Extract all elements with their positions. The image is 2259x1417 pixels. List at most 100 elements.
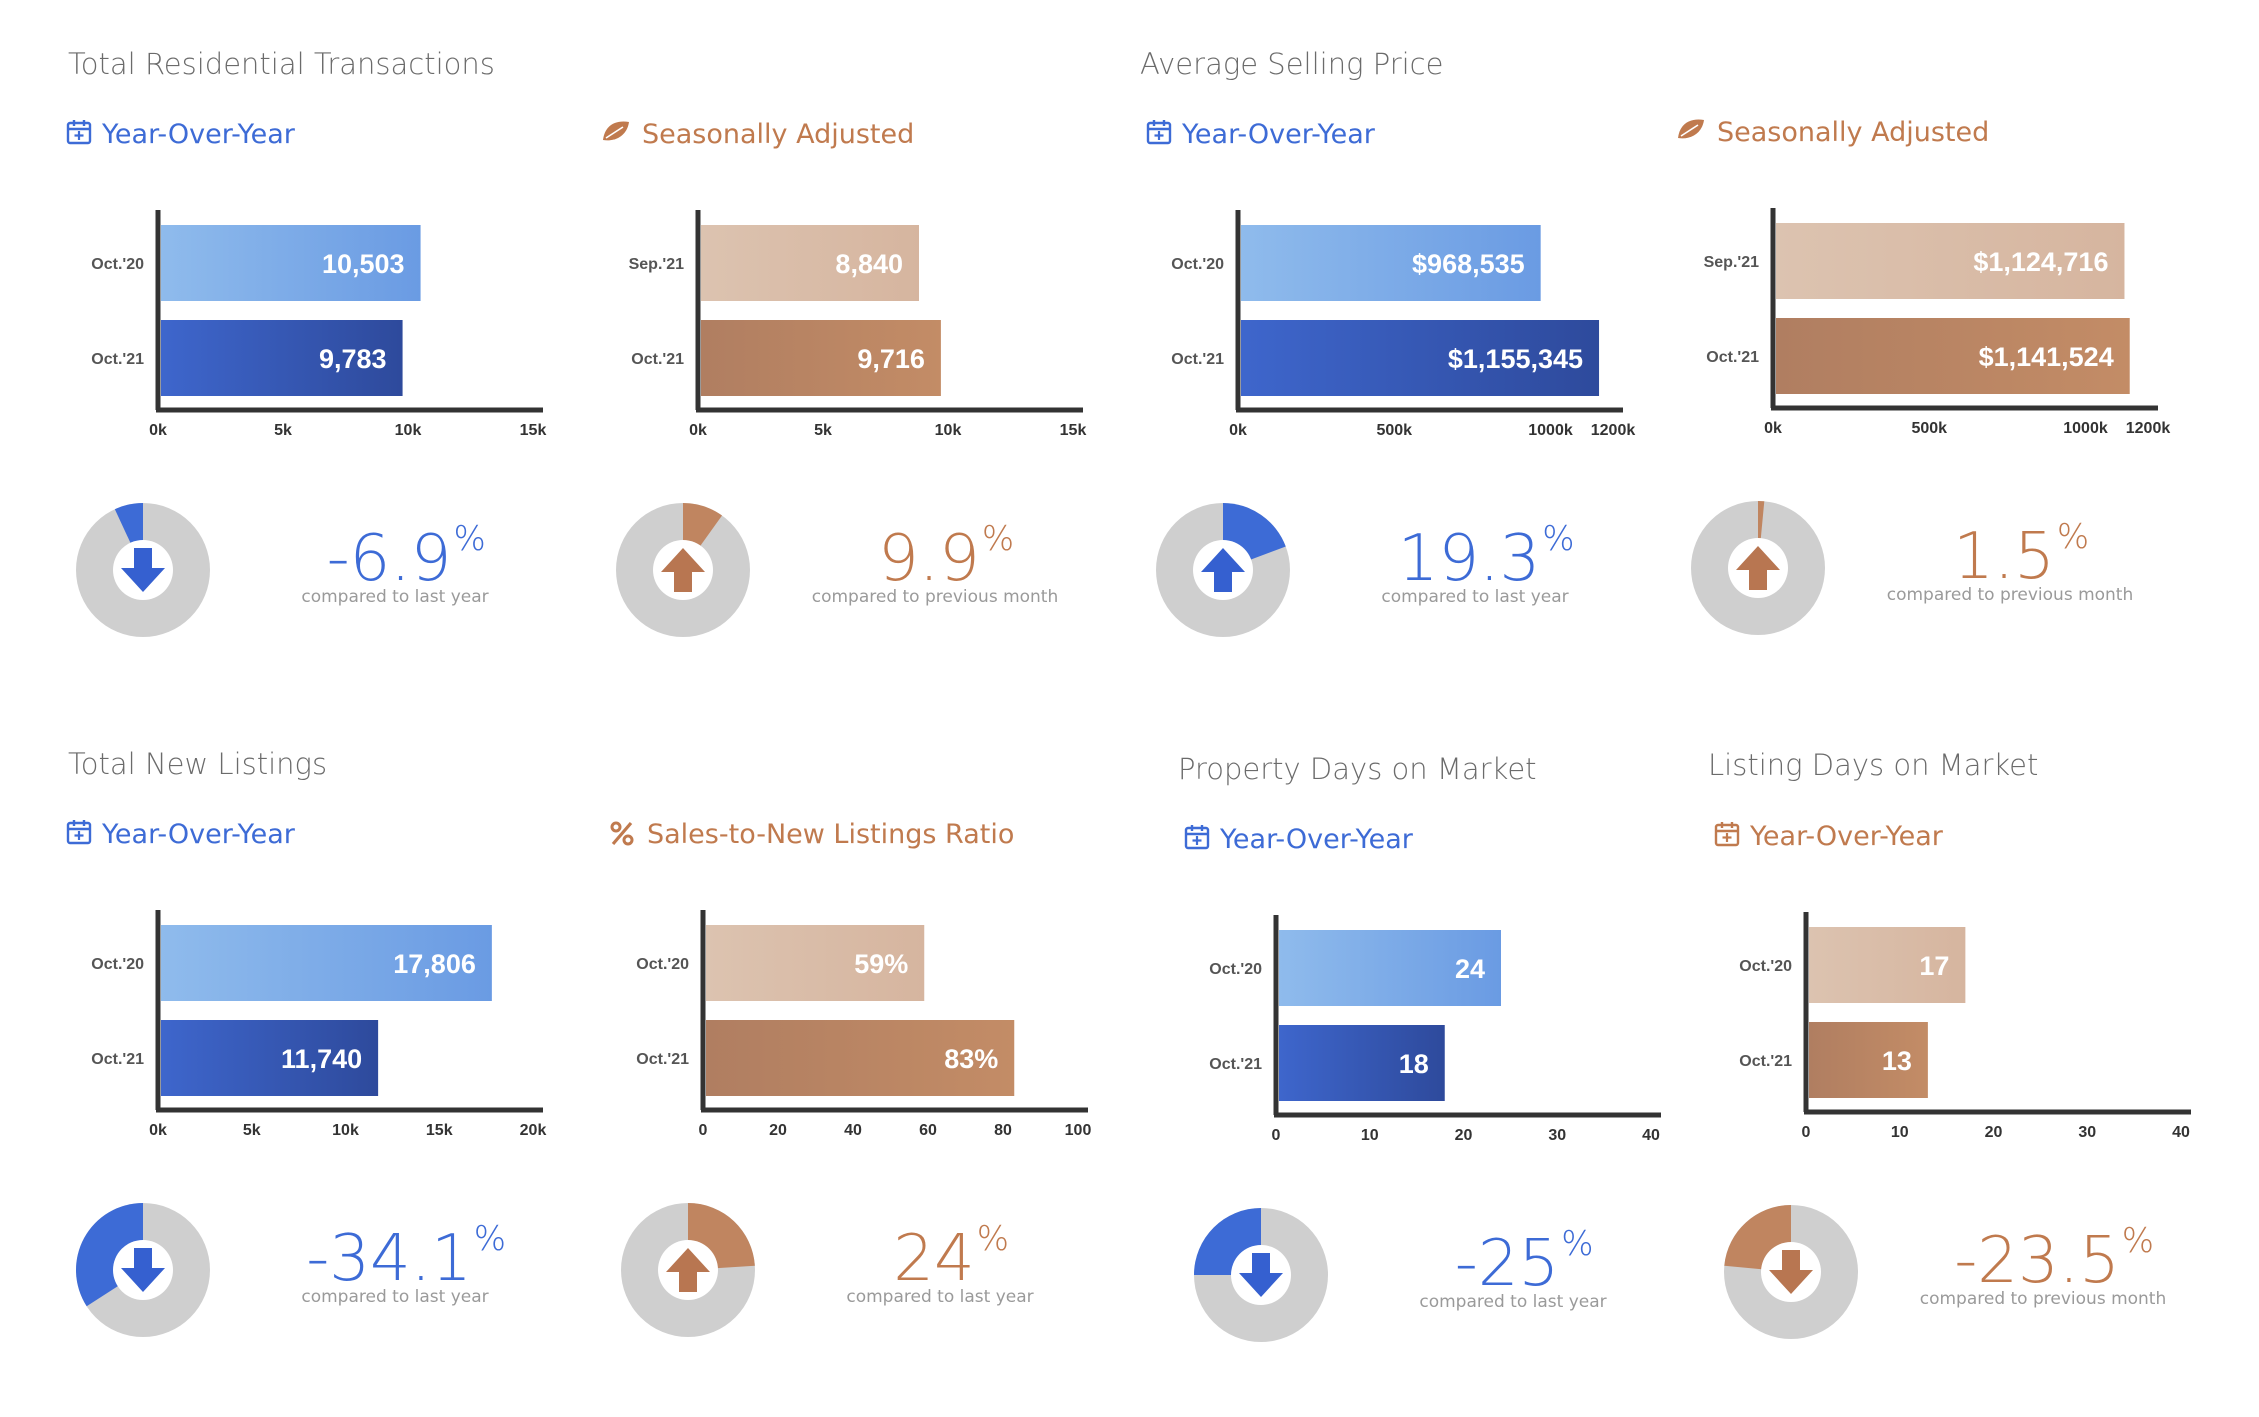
transactions-yoy-bar-1 xyxy=(161,225,421,301)
property-dom-bar-2 xyxy=(1279,1025,1445,1101)
transactions-seasonal-tick-label: 10k xyxy=(935,422,962,439)
listing-dom-bar-value: 13 xyxy=(1882,1046,1912,1076)
section-title-price: Average Selling Price xyxy=(1140,47,1443,81)
listings-yoy-change-caption: compared to last year xyxy=(301,1287,488,1307)
listings-yoy-tick-label: 20k xyxy=(520,1122,547,1139)
price-yoy-bar-value: $1,155,345 xyxy=(1448,344,1583,374)
arrow-down-icon xyxy=(1769,1250,1813,1294)
listings-yoy-tick-label: 0k xyxy=(149,1122,167,1139)
listings-yoy-bar-value: 17,806 xyxy=(393,949,476,979)
sales-ratio-bar-value: 83% xyxy=(944,1044,998,1074)
arrow-down-icon xyxy=(121,548,165,592)
property-dom-tick-label: 10 xyxy=(1361,1127,1379,1144)
listings-yoy-change-unit: % xyxy=(474,1219,506,1259)
listings-yoy-bar-value: 11,740 xyxy=(281,1044,362,1074)
property-dom-tick-label: 40 xyxy=(1642,1127,1660,1144)
property-dom-bar-1 xyxy=(1279,930,1501,1006)
sales-ratio-category-label: Oct.'20 xyxy=(636,956,689,973)
sales-ratio-change-caption: compared to last year xyxy=(846,1287,1033,1307)
listings-yoy-bar-1 xyxy=(161,925,492,1001)
listings-yoy-bar-2 xyxy=(161,1020,379,1096)
section-title-property-dom: Property Days on Market xyxy=(1178,752,1537,786)
sales-ratio-tick-label: 40 xyxy=(844,1122,862,1139)
price-yoy-bar-1 xyxy=(1241,225,1541,301)
transactions-yoy-change-unit: % xyxy=(453,519,485,559)
property-dom-tick-label: 30 xyxy=(1548,1127,1566,1144)
sales-ratio-subtitle: Sales-to-New Listings Ratio xyxy=(647,819,1014,850)
listing-dom-tick-label: 30 xyxy=(2078,1124,2096,1141)
sales-ratio-bar-2 xyxy=(706,1020,1015,1096)
price-yoy-bar-2 xyxy=(1241,320,1600,396)
arrow-up-icon xyxy=(661,548,705,592)
arrow-up-icon xyxy=(1736,546,1780,590)
price-yoy-bar-value: $968,535 xyxy=(1412,249,1525,279)
listing-dom-subtitle: Year-Over-Year xyxy=(1749,821,1944,852)
calendar-icon xyxy=(66,820,92,845)
panel-transactions-seasonal: Seasonally Adjusted Sep.'21 8,840 Oct.'21 9,… xyxy=(603,119,1086,637)
transactions-yoy-bar-value: 9,783 xyxy=(319,344,387,374)
sales-ratio-change-value: 24 xyxy=(893,1222,974,1296)
property-dom-category-label: Oct.'20 xyxy=(1209,961,1262,978)
transactions-seasonal-subtitle: Seasonally Adjusted xyxy=(642,119,914,150)
calendar-icon xyxy=(1184,825,1210,850)
sales-ratio-tick-label: 80 xyxy=(994,1122,1012,1139)
panel-listings-yoy: Year-Over-Year Oct.'20 17,806 Oct.'21 11,740… xyxy=(66,819,547,1337)
transactions-seasonal-change-caption: compared to previous month xyxy=(812,587,1059,607)
panel-transactions-yoy: Year-Over-Year Oct.'20 10,503 Oct.'21 9,783 0… xyxy=(66,119,547,637)
percent-icon xyxy=(610,821,634,846)
property-dom-bar-value: 18 xyxy=(1399,1049,1429,1079)
listing-dom-category-label: Oct.'20 xyxy=(1739,958,1792,975)
listing-dom-change-caption: compared to previous month xyxy=(1920,1289,2167,1309)
listings-yoy-subtitle: Year-Over-Year xyxy=(101,819,296,850)
arrow-up-icon xyxy=(1201,548,1245,592)
price-seasonal-change-caption: compared to previous month xyxy=(1887,585,2134,605)
listing-dom-tick-label: 10 xyxy=(1891,1124,1909,1141)
transactions-seasonal-bar-1 xyxy=(701,225,919,301)
arrow-up-icon xyxy=(666,1248,710,1292)
price-yoy-tick-label: 500k xyxy=(1376,422,1412,439)
price-seasonal-bar-2 xyxy=(1776,318,2130,394)
listings-yoy-tick-label: 10k xyxy=(332,1122,359,1139)
price-seasonal-tick-label: 500k xyxy=(1911,420,1947,437)
transactions-seasonal-change-unit: % xyxy=(982,519,1014,559)
price-yoy-subtitle: Year-Over-Year xyxy=(1181,119,1376,150)
panel-price-yoy: Year-Over-Year Oct.'20 $968,535 Oct.'21 $1,1… xyxy=(1146,119,1635,637)
transactions-seasonal-tick-label: 15k xyxy=(1060,422,1087,439)
price-seasonal-tick-label: 0k xyxy=(1764,420,1782,437)
price-yoy-tick-label: 1000k xyxy=(1528,422,1573,439)
price-seasonal-subtitle: Seasonally Adjusted xyxy=(1717,117,1989,148)
sales-ratio-tick-label: 100 xyxy=(1065,1122,1092,1139)
transactions-seasonal-bar-2 xyxy=(701,320,941,396)
listing-dom-tick-label: 40 xyxy=(2172,1124,2190,1141)
transactions-yoy-change-value: -6.9 xyxy=(327,522,452,596)
listing-dom-category-label: Oct.'21 xyxy=(1739,1053,1792,1070)
price-yoy-change-value: 19.3 xyxy=(1398,522,1541,596)
section-title-listing-dom: Listing Days on Market xyxy=(1708,748,2038,782)
listings-yoy-tick-label: 15k xyxy=(426,1122,453,1139)
transactions-seasonal-change-value: 9.9 xyxy=(878,522,980,596)
calendar-icon xyxy=(66,120,92,145)
listing-dom-change-unit: % xyxy=(2122,1221,2154,1261)
property-dom-change-value: -25 xyxy=(1455,1227,1560,1301)
transactions-yoy-category-label: Oct.'21 xyxy=(91,351,144,368)
listings-yoy-category-label: Oct.'21 xyxy=(91,1051,144,1068)
sales-ratio-category-label: Oct.'21 xyxy=(636,1051,689,1068)
property-dom-subtitle: Year-Over-Year xyxy=(1219,824,1414,855)
price-seasonal-bar-value: $1,124,716 xyxy=(1973,247,2108,277)
leaf-icon xyxy=(603,121,629,141)
transactions-yoy-tick-label: 5k xyxy=(274,422,292,439)
property-dom-tick-label: 0 xyxy=(1272,1127,1281,1144)
section-title-listings: Total New Listings xyxy=(68,747,327,781)
section-title-transactions: Total Residential Transactions xyxy=(68,47,495,81)
transactions-seasonal-bar-value: 8,840 xyxy=(835,249,903,279)
transactions-seasonal-category-label: Oct.'21 xyxy=(631,351,684,368)
sales-ratio-tick-label: 20 xyxy=(769,1122,787,1139)
property-dom-bar-value: 24 xyxy=(1455,954,1485,984)
listings-yoy-category-label: Oct.'20 xyxy=(91,956,144,973)
transactions-yoy-tick-label: 15k xyxy=(520,422,547,439)
transactions-yoy-tick-label: 0k xyxy=(149,422,167,439)
arrow-down-icon xyxy=(121,1248,165,1292)
listing-dom-tick-label: 20 xyxy=(1985,1124,2003,1141)
price-seasonal-change-unit: % xyxy=(2057,517,2089,557)
price-yoy-category-label: Oct.'20 xyxy=(1171,256,1224,273)
